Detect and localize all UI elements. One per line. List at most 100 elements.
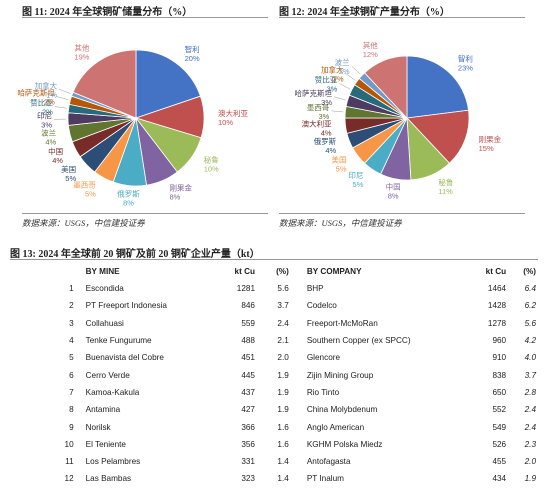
cell-company-pct: 6.4 xyxy=(506,280,536,297)
pie-slice-value: 4% xyxy=(45,137,56,146)
cell-company-pct: 2.8 xyxy=(506,384,536,401)
pie-slice-value: 3% xyxy=(318,112,329,121)
cell-mine-pct: 3.7 xyxy=(255,297,307,314)
pie-slice-name: 中国 xyxy=(48,146,63,156)
cell-company-pct: 6.2 xyxy=(506,297,536,314)
leader-line xyxy=(352,66,361,74)
pie-slice-name: 智利 xyxy=(185,44,200,54)
cell-company-kt: 910 xyxy=(446,349,506,366)
reserves-pie-chart: 智利20%澳大利亚10%秘鲁10%刚果金8%俄罗斯8%墨西哥5%美国5%中国4%… xyxy=(14,18,274,223)
cell-company-kt: 838 xyxy=(446,366,506,383)
pie-slice-name: 印尼 xyxy=(348,171,363,180)
header-company-kt: kt Cu xyxy=(446,263,506,280)
cell-company-pct: 4.0 xyxy=(506,349,536,366)
pie-slice-value: 8% xyxy=(123,199,134,208)
pie-slice-value: 8% xyxy=(169,193,180,202)
leader-line xyxy=(57,97,69,100)
pie-slice-name: 智利 xyxy=(458,53,473,63)
leader-line xyxy=(331,111,343,112)
pie-slice-name: 美国 xyxy=(332,154,347,164)
pie-slice-value: 12% xyxy=(363,50,378,59)
pie-slice-value: 10% xyxy=(218,118,233,127)
pie-slice-value: 5% xyxy=(353,180,364,189)
pie-slice-name: 刚果金 xyxy=(169,183,192,193)
pie-slice-name: 秘鲁 xyxy=(438,177,453,187)
cell-mine-pct: 1.4 xyxy=(255,453,307,470)
cell-rank: 5 xyxy=(22,349,86,366)
cell-company-name: PT Inalum xyxy=(307,470,447,487)
cell-company-kt: 455 xyxy=(446,453,506,470)
pie-slice-value: 2% xyxy=(339,67,350,76)
pie-slice-value: 2% xyxy=(42,108,53,117)
header-company-pct: (%) xyxy=(506,263,536,280)
cell-rank: 2 xyxy=(22,297,86,314)
cell-mine-name: PT Freeport Indonesia xyxy=(86,297,206,314)
top-mines-companies-table: BY MINE kt Cu (%) BY COMPANY kt Cu (%) 1… xyxy=(22,263,536,488)
figure-11-title: 图 11: 2024 年全球铜矿储量分布（%） xyxy=(22,3,192,18)
pie-slice-name: 中国 xyxy=(386,182,401,192)
pie-slice-name: 美国 xyxy=(61,164,76,174)
pie-slice-name: 其他 xyxy=(363,40,378,50)
figure-11-source-rule xyxy=(22,213,268,214)
cell-company-name: Glencore xyxy=(307,349,447,366)
cell-mine-kt: 445 xyxy=(205,366,255,383)
pie-slice-value: 10% xyxy=(204,165,219,174)
cell-mine-kt: 451 xyxy=(205,349,255,366)
pie-slice-value: 1% xyxy=(46,90,57,99)
cell-mine-name: Buenavista del Cobre xyxy=(86,349,206,366)
cell-mine-kt: 437 xyxy=(205,384,255,401)
cell-company-kt: 549 xyxy=(446,418,506,435)
figure-13-title: 图 13: 2024 年全球前 20 铜矿及前 20 铜矿企业产量（kt） xyxy=(10,245,260,260)
pie-slice-name: 波兰 xyxy=(335,57,350,67)
cell-company-name: Antofagasta xyxy=(307,453,447,470)
pie-slice-name: 刚果金 xyxy=(479,134,502,144)
cell-rank: 4 xyxy=(22,332,86,349)
cell-company-kt: 1464 xyxy=(446,280,506,297)
cell-mine-kt: 331 xyxy=(205,453,255,470)
cell-rank: 6 xyxy=(22,366,86,383)
cell-mine-kt: 366 xyxy=(205,418,255,435)
figure-12-source-rule xyxy=(279,213,525,214)
cell-company-name: KGHM Polska Miedz xyxy=(307,436,447,453)
pie-slice-name: 加拿大 xyxy=(35,80,58,90)
pie-slice-value: 23% xyxy=(458,63,473,72)
header-by-company: BY COMPANY xyxy=(307,263,447,280)
cell-company-pct: 5.6 xyxy=(506,315,536,332)
cell-mine-pct: 2.4 xyxy=(255,315,307,332)
pie-slice-value: 5% xyxy=(336,164,347,173)
cell-mine-name: Kamoa-Kakula xyxy=(86,384,206,401)
cell-rank: 11 xyxy=(22,453,86,470)
cell-mine-kt: 427 xyxy=(205,401,255,418)
cell-company-pct: 2.4 xyxy=(506,401,536,418)
pie-slice-name: 秘鲁 xyxy=(204,155,219,165)
cell-rank: 9 xyxy=(22,418,86,435)
pie-slice-value: 4% xyxy=(321,128,332,137)
cell-company-name: Anglo American xyxy=(307,418,447,435)
cell-rank: 10 xyxy=(22,436,86,453)
cell-company-kt: 434 xyxy=(446,470,506,487)
cell-rank: 3 xyxy=(22,315,86,332)
cell-mine-kt: 323 xyxy=(205,470,255,487)
header-rank xyxy=(22,263,86,280)
cell-company-name: Rio Tinto xyxy=(307,384,447,401)
cell-mine-pct: 1.9 xyxy=(255,366,307,383)
cell-company-kt: 960 xyxy=(446,332,506,349)
cell-company-pct: 3.7 xyxy=(506,366,536,383)
cell-mine-kt: 846 xyxy=(205,297,255,314)
cell-company-pct: 2.3 xyxy=(506,436,536,453)
cell-company-kt: 1278 xyxy=(446,315,506,332)
cell-mine-name: Tenke Fungurume xyxy=(86,332,206,349)
cell-company-kt: 552 xyxy=(446,401,506,418)
pie-slice-value: 20% xyxy=(185,54,200,63)
pie-slice-value: 19% xyxy=(74,53,89,62)
header-mine-kt: kt Cu xyxy=(205,263,255,280)
